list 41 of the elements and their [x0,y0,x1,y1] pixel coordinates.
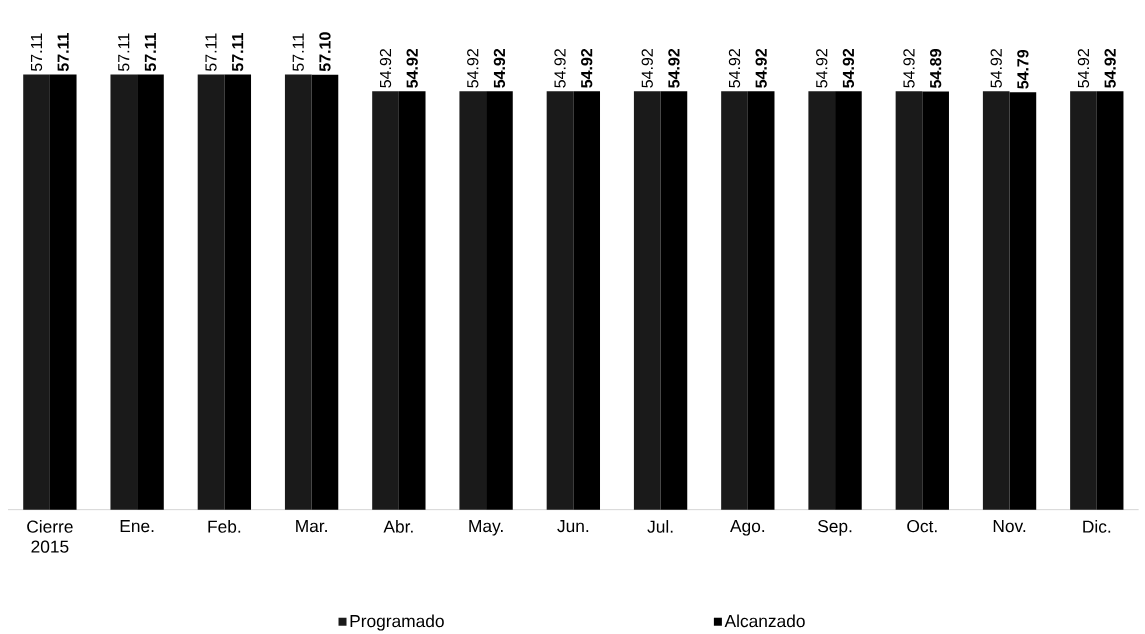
data-label: 54.92 [406,48,418,88]
x-tick-label: Feb. [208,519,241,533]
data-label: 54.92 [842,48,855,88]
x-tick-label: Abr. [383,519,413,533]
data-label: 54.92 [641,48,653,88]
legend-label: Alcanzado [724,614,805,628]
x-tick-label: Ago. [730,519,765,536]
x-tick-label: Cierre 2015 [27,519,73,553]
data-label: 54.92 [379,48,392,88]
x-tick-label: Mar. [296,519,327,532]
data-label: 54.89 [929,48,942,88]
data-label: 57.11 [205,33,217,71]
data-label: 54.92 [493,48,506,88]
data-label: 57.11 [232,32,244,71]
data-label: 57.11 [30,33,43,71]
data-label: 57.11 [144,32,157,71]
data-label: 54.92 [1077,48,1090,88]
data-label: 54.92 [467,48,479,88]
data-label: 54.92 [816,48,828,88]
data-label: 54.92 [581,48,593,88]
data-label: 57.10 [319,32,331,72]
x-tick-label: May. [469,519,503,536]
x-tick-label: Jun. [557,519,589,532]
x-tick-label: Nov. [993,519,1026,532]
data-label: 54.79 [1017,49,1029,89]
x-tick-label: Jul. [647,519,673,533]
data-label: 54.92 [554,48,566,88]
data-label: 54.92 [903,48,915,88]
data-label: 54.92 [990,48,1002,88]
x-tick-label: Ene. [120,519,154,532]
x-tick-label: Sep. [818,519,852,536]
data-label: 57.11 [118,33,130,71]
data-label: 57.11 [57,32,69,71]
data-label: 54.92 [755,48,767,88]
x-tick-label: Oct. [907,519,937,533]
data-label: 57.11 [292,33,304,71]
data-label: 54.92 [1104,48,1116,88]
x-tick-label: Dic. [1083,519,1111,533]
data-label: 54.92 [728,48,741,88]
legend-label: Programado [350,614,444,631]
data-label: 54.92 [668,48,680,88]
